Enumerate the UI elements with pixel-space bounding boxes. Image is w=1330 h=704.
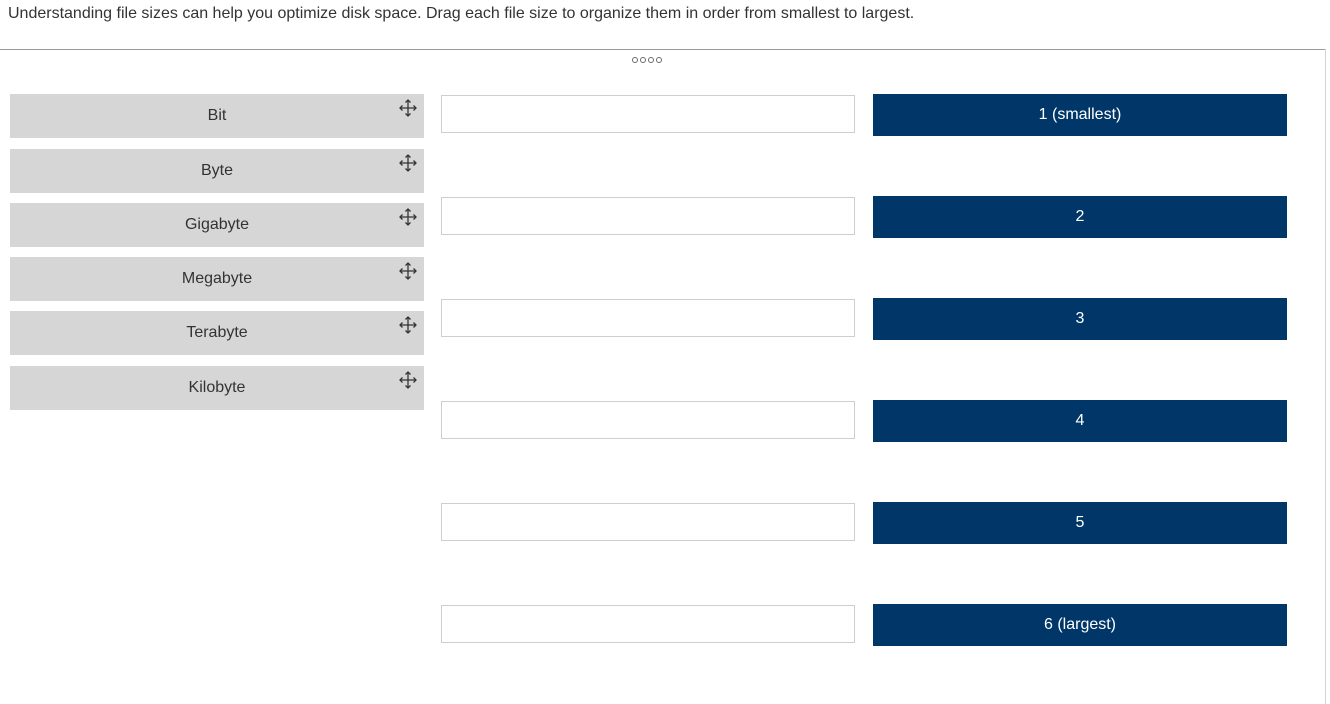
rank-label-4: 4 — [873, 400, 1287, 442]
drag-item-label: Megabyte — [181, 270, 253, 287]
handle-dot — [648, 57, 654, 63]
drag-item-label: Terabyte — [186, 324, 248, 341]
drag-item-byte[interactable]: Byte — [10, 149, 424, 193]
rank-label-2: 2 — [873, 196, 1287, 238]
handle-dot — [656, 57, 662, 63]
move-icon — [399, 154, 417, 172]
drop-slot-1[interactable] — [441, 95, 855, 133]
resize-handle[interactable] — [632, 57, 662, 63]
drag-item-gigabyte[interactable]: Gigabyte — [10, 203, 424, 247]
move-icon — [399, 99, 417, 117]
instructions-text: Understanding file sizes can help you op… — [8, 5, 915, 22]
handle-dot — [640, 57, 646, 63]
move-icon — [399, 262, 417, 280]
rank-label-3: 3 — [873, 298, 1287, 340]
drop-slot-6[interactable] — [441, 605, 855, 643]
drop-slot-5[interactable] — [441, 503, 855, 541]
drag-item-terabyte[interactable]: Terabyte — [10, 311, 424, 355]
drag-item-label: Byte — [200, 162, 233, 179]
move-icon — [399, 371, 417, 389]
drag-item-megabyte[interactable]: Megabyte — [10, 257, 424, 301]
rank-label-5: 5 — [873, 502, 1287, 544]
drag-item-label: Kilobyte — [188, 379, 246, 396]
header-divider — [0, 49, 1326, 50]
rank-label-1: 1 (smallest) — [873, 94, 1287, 136]
rank-label-6: 6 (largest) — [873, 604, 1287, 646]
drag-item-bit[interactable]: Bit — [10, 94, 424, 138]
drop-slot-3[interactable] — [441, 299, 855, 337]
drag-item-label: Gigabyte — [184, 216, 250, 233]
panel-edge — [1325, 49, 1326, 704]
move-icon — [399, 316, 417, 334]
drop-slot-2[interactable] — [441, 197, 855, 235]
handle-dot — [632, 57, 638, 63]
drag-item-label: Bit — [207, 107, 227, 124]
move-icon — [399, 208, 417, 226]
drop-slot-4[interactable] — [441, 401, 855, 439]
drag-item-kilobyte[interactable]: Kilobyte — [10, 366, 424, 410]
